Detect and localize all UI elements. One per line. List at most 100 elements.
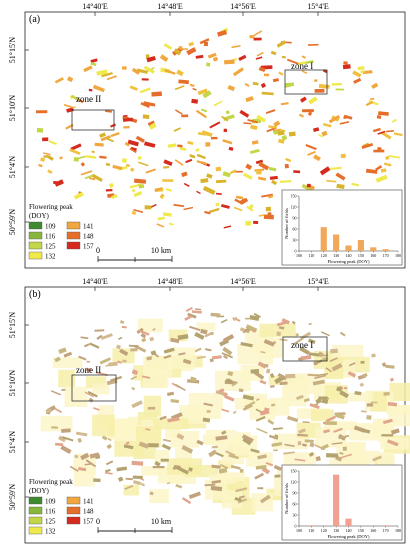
scale-start: 0 — [96, 517, 100, 526]
map-frame — [24, 11, 406, 269]
legend-label: 141 — [83, 498, 94, 506]
lat-tick: 51°10'N — [8, 95, 17, 122]
legend-swatch — [28, 526, 43, 535]
scale-start: 0 — [96, 246, 100, 255]
legend-label: 125 — [45, 243, 56, 251]
legend-label: 116 — [45, 508, 56, 516]
lat-tick: 50°59'N — [8, 484, 17, 511]
y-tick-label: 60 — [293, 501, 297, 506]
legend-swatch — [66, 496, 81, 505]
lon-axis: 14°40'E 14°48'E 14°56'E 15°4'E — [82, 277, 329, 291]
legend-swatch — [66, 241, 81, 250]
x-tick-label: 120 — [321, 528, 327, 533]
field-parcels — [36, 27, 403, 229]
lon-tick: 14°56'E — [230, 277, 256, 286]
histogram-bar — [357, 240, 364, 251]
panel-a: 14°40'E 14°48'E 14°56'E 15°4'E 51°15'N 5… — [0, 0, 410, 270]
x-tick-label: 180 — [395, 528, 401, 533]
y-tick-label: 60 — [293, 226, 297, 231]
histogram-inset: 0 30 60 90 120 150 100 110 120 130 140 150 160 170 180… — [281, 464, 403, 541]
zone-ii-label: zone II — [76, 94, 101, 104]
panel-letter: (a) — [29, 14, 40, 25]
lon-tick: 15°4'E — [307, 2, 329, 11]
scale-bar: 0 10 km — [96, 246, 173, 262]
y-axis-label: Number of fields — [284, 208, 289, 239]
legend: Flowering peak (DOY) 109 116 125 132 141 148 1… — [28, 203, 94, 261]
lon-tick: 14°48'E — [157, 277, 183, 286]
x-tick-label: 170 — [383, 253, 389, 258]
y-tick-label: 30 — [293, 512, 297, 517]
legend-label: 148 — [83, 508, 94, 516]
legend-label: 125 — [45, 518, 56, 526]
legend-swatch — [66, 506, 81, 515]
lat-tick: 51°15'N — [8, 312, 17, 339]
histogram-bar — [382, 525, 389, 526]
histogram-bar — [320, 227, 327, 251]
legend-label: 132 — [45, 253, 56, 261]
zone-ii-box — [71, 109, 115, 131]
legend-swatch — [28, 251, 43, 260]
x-tick-label: 140 — [346, 528, 352, 533]
legend-title: Flowering peak — [29, 478, 73, 486]
histogram-bar — [345, 245, 352, 251]
zone-ii-box — [71, 374, 117, 402]
panel-letter: (b) — [29, 289, 41, 300]
legend-label: 157 — [83, 518, 94, 526]
legend-swatch — [66, 221, 81, 230]
zone-i-label: zone I — [291, 340, 313, 350]
x-tick-label: 180 — [395, 253, 401, 258]
y-tick-label: 0 — [295, 523, 297, 528]
y-tick-label: 30 — [293, 237, 297, 242]
y-axis-label: Number of fields — [284, 483, 289, 514]
legend-label: 132 — [45, 528, 56, 536]
lon-tick: 14°48'E — [157, 2, 183, 11]
zone-i-label: zone I — [291, 61, 313, 71]
zone-i-box — [282, 336, 328, 362]
legend-label: 109 — [45, 223, 56, 231]
legend-swatch — [28, 516, 43, 525]
map-b: 14°40'E 14°48'E 14°56'E 15°4'E 51°15'N 5… — [0, 275, 410, 545]
x-tick-label: 150 — [358, 528, 364, 533]
legend-swatch — [28, 496, 43, 505]
x-tick-label: 110 — [308, 528, 314, 533]
y-tick-label: 90 — [293, 215, 297, 220]
legend-swatch — [66, 516, 81, 525]
histogram-inset: 0 30 60 90 120 150 100 110 120 130 140 150 160 170 180… — [281, 189, 403, 266]
legend-label: 148 — [83, 233, 94, 241]
y-tick-label: 120 — [291, 204, 297, 209]
x-tick-label: 140 — [346, 253, 352, 258]
lon-tick: 14°40'E — [82, 277, 108, 286]
x-tick-label: 130 — [333, 528, 339, 533]
legend-label: 116 — [45, 233, 56, 241]
zone-ii-label: zone II — [76, 365, 101, 375]
scale-bar: 0 10 km — [96, 517, 173, 533]
legend-unit: (DOY) — [29, 212, 49, 220]
histogram-bar — [333, 234, 340, 251]
lat-tick: 51°10'N — [8, 370, 17, 397]
lon-tick: 15°4'E — [307, 277, 329, 286]
lon-axis: 14°40'E 14°48'E 14°56'E 15°4'E — [82, 2, 329, 16]
lon-tick: 14°56'E — [230, 2, 256, 11]
scale-end: 10 km — [151, 246, 172, 255]
scale-end: 10 km — [151, 517, 172, 526]
x-tick-label: 170 — [383, 528, 389, 533]
histogram-bar — [333, 474, 340, 526]
lat-tick: 51°15'N — [8, 37, 17, 64]
histogram-bar — [370, 247, 377, 251]
lon-tick: 14°40'E — [82, 2, 108, 11]
y-tick-label: 150 — [291, 193, 297, 198]
lat-tick: 50°59'N — [8, 209, 17, 236]
x-tick-label: 120 — [321, 253, 327, 258]
zone-i-box — [284, 69, 328, 95]
x-tick-label: 100 — [296, 253, 302, 258]
y-tick-label: 120 — [291, 479, 297, 484]
legend-title: Flowering peak — [29, 203, 73, 211]
x-axis-label: Flowering peak (DOY) — [328, 259, 370, 264]
map-a: 14°40'E 14°48'E 14°56'E 15°4'E 51°15'N 5… — [0, 0, 410, 270]
x-tick-label: 160 — [370, 528, 376, 533]
panel-b: 14°40'E 14°48'E 14°56'E 15°4'E 51°15'N 5… — [0, 275, 410, 545]
lat-axis: 51°15'N 51°10'N 51°4'N 50°59'N — [8, 37, 29, 236]
y-tick-label: 0 — [295, 248, 297, 253]
legend: Flowering peak (DOY) 109 116 125 132 141 148 1… — [28, 478, 94, 536]
